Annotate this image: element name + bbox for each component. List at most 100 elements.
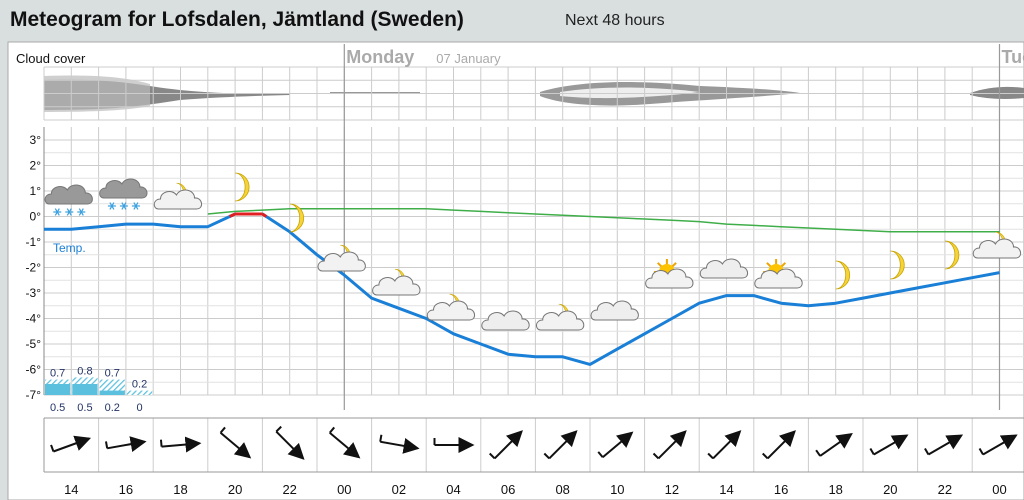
y-tick-label: -3° (26, 286, 42, 300)
series-line-above-zero (261, 212, 268, 218)
x-tick-label: 02 (392, 482, 406, 497)
x-tick-label: 18 (828, 482, 842, 497)
cloud-label: Cloud cover (16, 51, 86, 66)
weather-symbol (317, 244, 366, 272)
x-tick-label: 16 (119, 482, 133, 497)
series-line-above-zero (229, 212, 236, 218)
weather-symbol (890, 250, 905, 280)
wind-arrow (548, 430, 578, 460)
x-tick-label: 16 (774, 482, 788, 497)
cloud (972, 238, 1021, 259)
x-tick-label: 14 (64, 482, 78, 497)
weather-symbol (535, 303, 585, 331)
snowflake (77, 208, 86, 216)
wind-barb (869, 447, 875, 456)
cloud (754, 268, 803, 289)
weather-symbol (372, 268, 421, 296)
weather-symbol (481, 310, 530, 331)
wind-barb (762, 452, 769, 460)
cloud (535, 310, 585, 331)
flake-arm (78, 208, 84, 216)
wind-arrow (107, 436, 147, 453)
y-tick-label: -4° (26, 312, 42, 326)
y-tick-label: -7° (26, 388, 42, 402)
moon (835, 260, 851, 290)
wind-arrow (161, 436, 202, 453)
wind-barb (652, 452, 660, 460)
wind-barb (328, 426, 336, 434)
wind-arrow (657, 430, 687, 460)
moon (289, 203, 305, 233)
snowflake (53, 208, 62, 216)
cloud (699, 258, 748, 279)
wind-arrow (927, 434, 964, 456)
plot: 3° 2° 1° 0° -1° -2° -3° -4° -5° -6° -7° 14 16 18 20 22 0… (26, 47, 1024, 497)
wind-barb (275, 425, 282, 433)
weather-symbol (835, 260, 851, 290)
y-tick-label: -5° (26, 337, 42, 351)
series-line (44, 212, 1000, 366)
x-tick-label: 00 (337, 482, 351, 497)
precip-max-label: 0.7 (105, 368, 120, 380)
weather-symbol (426, 293, 475, 321)
cloud-cover (44, 75, 1024, 112)
wind-barb (707, 452, 714, 460)
y-tick-label: -6° (26, 363, 42, 377)
moon (235, 172, 250, 202)
weather-symbol (699, 258, 748, 279)
precip-max-label: 0.8 (77, 365, 92, 377)
wind-arrow (982, 434, 1018, 456)
x-tick-label: 22 (282, 482, 296, 497)
precip-min-label: 0 (136, 402, 142, 414)
precip-max (126, 390, 153, 395)
cloud (426, 300, 475, 321)
flake-arm (109, 202, 115, 210)
precip-min (99, 390, 125, 395)
precip-max-label: 0.2 (132, 379, 147, 391)
wind-barb (159, 439, 163, 447)
y-tick-label: 3° (30, 133, 42, 147)
x-tick-label: 08 (555, 482, 569, 497)
wind-arrow (219, 432, 252, 459)
x-tick-label: 00 (992, 482, 1006, 497)
flake-arm (54, 208, 60, 216)
x-tick-label: 06 (501, 482, 515, 497)
x-tick-label: 20 (228, 482, 242, 497)
series-label: Temp. (53, 241, 86, 255)
wind-barb (50, 444, 55, 452)
wind-arrow (712, 430, 742, 460)
cloud (99, 178, 148, 199)
precip-min-label: 0.2 (105, 402, 120, 414)
weather-symbol (590, 300, 639, 321)
wind-barb (379, 434, 383, 442)
x-tick-label: 18 (173, 482, 187, 497)
cloud (153, 189, 202, 210)
weather-symbol (289, 203, 305, 233)
x-tick-label: 22 (938, 482, 952, 497)
flake-arm (133, 202, 139, 210)
wind-arrow (873, 434, 909, 456)
moon (890, 250, 905, 280)
wind-barb (104, 441, 109, 449)
subtitle: Next 48 hours (565, 12, 665, 29)
snowflake (107, 202, 116, 210)
wind-arrow (380, 437, 420, 454)
wind-barb (924, 447, 930, 456)
wind-barb (978, 447, 984, 456)
precip-min-label: 0.5 (77, 402, 92, 414)
wind-barb (219, 426, 226, 434)
plot-frame (7, 41, 1024, 500)
day-name: Monday (346, 47, 414, 67)
wind-arrow (766, 430, 796, 460)
wind-arrow (493, 430, 523, 460)
weather-symbol (99, 178, 148, 210)
weather-symbol (645, 259, 694, 289)
series-line (207, 208, 1000, 233)
y-tick-label: -1° (26, 235, 42, 249)
wind-barb (543, 452, 550, 460)
wind-arrow (53, 435, 92, 453)
wind-arrow (329, 432, 361, 459)
wind-barb (815, 449, 821, 457)
